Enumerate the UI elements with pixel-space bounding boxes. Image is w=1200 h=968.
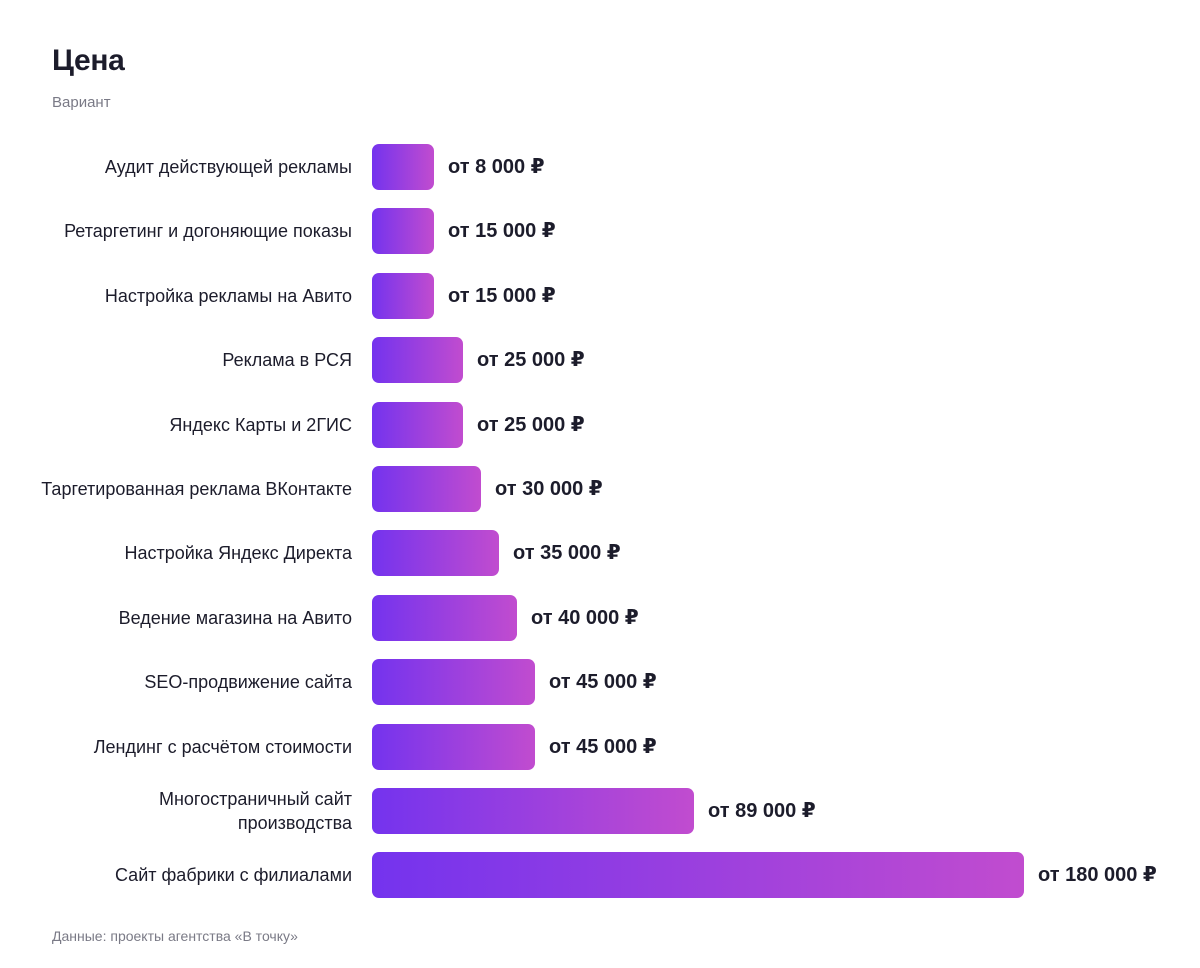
category-label: Многостраничный сайт производства bbox=[158, 789, 352, 833]
value-label: от 15 000 ₽ bbox=[448, 220, 556, 242]
bar bbox=[372, 530, 499, 576]
value-label: от 180 000 ₽ bbox=[1038, 864, 1157, 886]
bar bbox=[372, 466, 481, 512]
category-label: Аудит действующей рекламы bbox=[104, 157, 352, 177]
category-label: Настройка рекламы на Авито bbox=[104, 286, 352, 306]
bar bbox=[372, 595, 517, 641]
category-label: Ведение магазина на Авито bbox=[118, 608, 352, 628]
value-label: от 35 000 ₽ bbox=[513, 542, 621, 564]
bar bbox=[372, 273, 434, 319]
chart-subtitle: Вариант bbox=[52, 94, 111, 111]
value-label: от 45 000 ₽ bbox=[549, 671, 657, 693]
value-label: от 15 000 ₽ bbox=[448, 285, 556, 307]
category-label: Сайт фабрики с филиалами bbox=[114, 865, 352, 885]
value-label: от 45 000 ₽ bbox=[549, 736, 657, 758]
bar bbox=[372, 852, 1024, 898]
chart-title: Цена bbox=[52, 44, 125, 77]
value-label: от 8 000 ₽ bbox=[448, 156, 545, 178]
bar bbox=[372, 144, 434, 190]
bar bbox=[372, 724, 535, 770]
category-label: Настройка Яндекс Директа bbox=[124, 543, 352, 563]
value-label: от 30 000 ₽ bbox=[495, 478, 603, 500]
category-label: Лендинг с расчётом стоимости bbox=[93, 737, 352, 757]
category-label: Реклама в РСЯ bbox=[222, 350, 352, 370]
chart-source-note: Данные: проекты агентства «В точку» bbox=[52, 928, 298, 944]
bar bbox=[372, 402, 463, 448]
value-label: от 89 000 ₽ bbox=[708, 800, 816, 822]
value-label: от 25 000 ₽ bbox=[477, 414, 585, 436]
bar bbox=[372, 788, 694, 834]
value-label: от 25 000 ₽ bbox=[477, 349, 585, 371]
bar bbox=[372, 337, 463, 383]
category-label: Таргетированная реклама ВКонтакте bbox=[41, 479, 352, 499]
category-label: SEO-продвижение сайта bbox=[144, 672, 352, 692]
category-label: Ретаргетинг и догоняющие показы bbox=[64, 221, 352, 241]
bar bbox=[372, 659, 535, 705]
bar bbox=[372, 208, 434, 254]
value-label: от 40 000 ₽ bbox=[531, 607, 639, 629]
category-label: Яндекс Карты и 2ГИС bbox=[169, 415, 352, 435]
